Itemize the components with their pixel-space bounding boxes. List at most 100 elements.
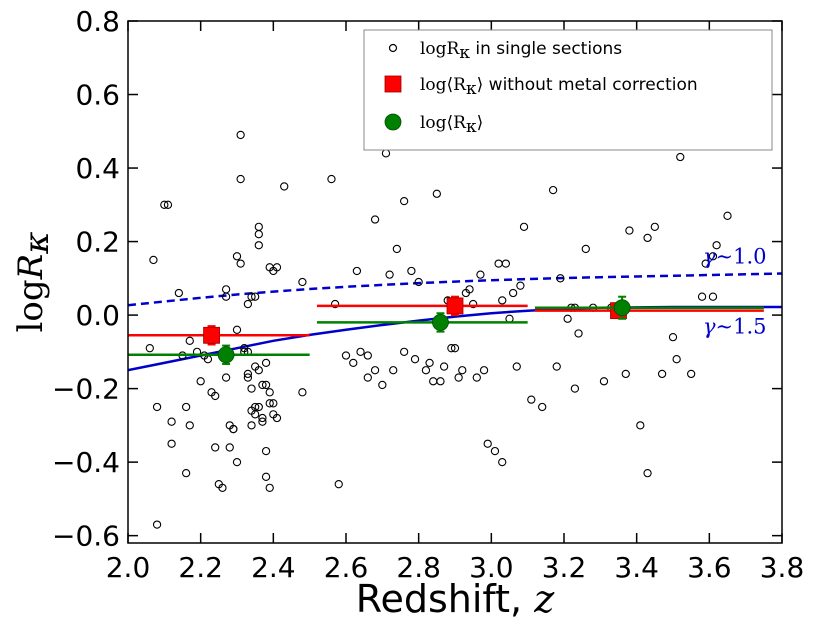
- legend-nometal-math-end: ⟩: [477, 75, 484, 95]
- curve-label-gamma-1-0-gamma: γ: [703, 245, 716, 269]
- data-point: [574, 329, 583, 338]
- legend-label-single: logRκ in single sections: [420, 39, 622, 63]
- outlier-point: [0, 0, 4, 4]
- data-point: [181, 402, 191, 412]
- data-point: [254, 241, 263, 250]
- legend: logRκ in single sections log⟨Rκ⟩ without…: [363, 29, 773, 151]
- legend-single-math: logR: [420, 39, 461, 59]
- data-point: [298, 277, 307, 287]
- data-point: [330, 299, 340, 309]
- data-point: [643, 233, 652, 243]
- curve-label-gamma-1-5-gamma: γ: [703, 314, 716, 338]
- data-point: [490, 446, 500, 456]
- data-point: [341, 351, 351, 360]
- data-point: [552, 362, 561, 371]
- data-point: [581, 244, 590, 254]
- y-axis-title: logRκ: [11, 231, 57, 332]
- legend-marker-avg: [384, 113, 402, 131]
- avg-marker-2: [613, 299, 631, 317]
- data-point: [421, 366, 431, 375]
- data-point: [697, 292, 707, 301]
- data-point: [436, 377, 445, 386]
- data-point: [356, 347, 365, 356]
- x-tick-label-8: 3.6: [687, 551, 732, 584]
- data-point: [272, 413, 282, 423]
- data-point: [439, 362, 449, 371]
- data-point: [708, 292, 718, 301]
- x-tick-label-0: 2.0: [106, 551, 151, 584]
- data-point: [570, 384, 580, 393]
- data-point: [243, 299, 253, 309]
- avg-marker-0: [217, 346, 235, 364]
- curve-label-gamma-1-5-tilde: ∼: [716, 314, 734, 338]
- axis-ticks: 2.0 2.2 2.4 2.6 2.8 3.0 3.2 3.4 3.6 3.8 −0.6 −0.4 −0…: [52, 5, 804, 584]
- data-point: [465, 285, 474, 294]
- data-point: [410, 355, 420, 364]
- y-tick-label-5: 0.4: [75, 152, 120, 185]
- x-axis-title-text: Redshift,: [356, 577, 534, 621]
- legend-avg-math: log⟨R: [420, 113, 467, 133]
- data-point: [425, 358, 434, 368]
- data-point: [258, 417, 267, 426]
- data-point: [272, 263, 282, 272]
- data-point: [621, 369, 630, 379]
- data-point: [432, 189, 441, 198]
- data-point: [181, 469, 191, 478]
- data-point: [211, 391, 220, 401]
- y-tick-label-2: −0.2: [52, 373, 120, 406]
- data-point: [160, 200, 169, 209]
- data-point: [247, 421, 256, 430]
- legend-box: [363, 29, 773, 151]
- data-point: [327, 174, 336, 184]
- data-point: [454, 373, 463, 382]
- data-point: [236, 174, 245, 184]
- data-point: [174, 288, 184, 298]
- data-point: [232, 252, 242, 261]
- plot-frame: [127, 20, 783, 544]
- data-point: [251, 410, 260, 419]
- legend-marker-nometal: [384, 75, 402, 93]
- data-point: [258, 413, 267, 423]
- data-point: [265, 483, 274, 493]
- x-tick-label-1: 2.2: [178, 551, 223, 584]
- data-point: [458, 366, 467, 375]
- x-tick-label-2: 2.4: [251, 551, 296, 584]
- data-point: [668, 332, 678, 342]
- curve-label-gamma-1-0-tilde: ∼: [716, 245, 734, 269]
- x-tick-label-9: 3.8: [760, 551, 805, 584]
- data-point: [389, 366, 398, 375]
- data-point: [221, 373, 231, 382]
- data-point: [167, 439, 176, 448]
- legend-label-avg: log⟨Rκ⟩: [420, 113, 483, 137]
- data-point: [378, 380, 387, 390]
- data-point: [599, 377, 609, 386]
- data-point: [676, 152, 685, 162]
- data-point: [625, 226, 634, 235]
- data-point: [280, 182, 289, 191]
- data-point: [516, 281, 525, 290]
- data-point: [643, 469, 652, 478]
- single-section-points: [0, 0, 732, 529]
- x-tick-label-6: 3.2: [542, 551, 587, 584]
- nometal-marker-1: [446, 297, 464, 315]
- data-point: [247, 384, 256, 393]
- data-point: [265, 388, 274, 397]
- data-point: [563, 314, 572, 323]
- x-tick-label-3: 2.6: [324, 551, 369, 584]
- y-tick-label-4: 0.2: [75, 226, 120, 259]
- data-point: [556, 274, 565, 283]
- legend-label-nometal: log⟨Rκ⟩ without metal correction: [420, 75, 698, 99]
- outlier-point: [0, 0, 4, 4]
- data-point: [519, 222, 529, 232]
- data-point: [392, 244, 402, 254]
- y-tick-label-1: −0.4: [52, 446, 120, 479]
- data-point: [712, 241, 721, 250]
- data-point: [407, 266, 416, 276]
- data-point: [527, 395, 536, 404]
- legend-marker-single: [388, 43, 398, 53]
- binned-points: [128, 295, 764, 365]
- curve-gamma-1-0: [128, 272, 782, 307]
- legend-single-sub: κ: [459, 43, 470, 63]
- data-point: [269, 399, 278, 408]
- data-point: [672, 355, 681, 364]
